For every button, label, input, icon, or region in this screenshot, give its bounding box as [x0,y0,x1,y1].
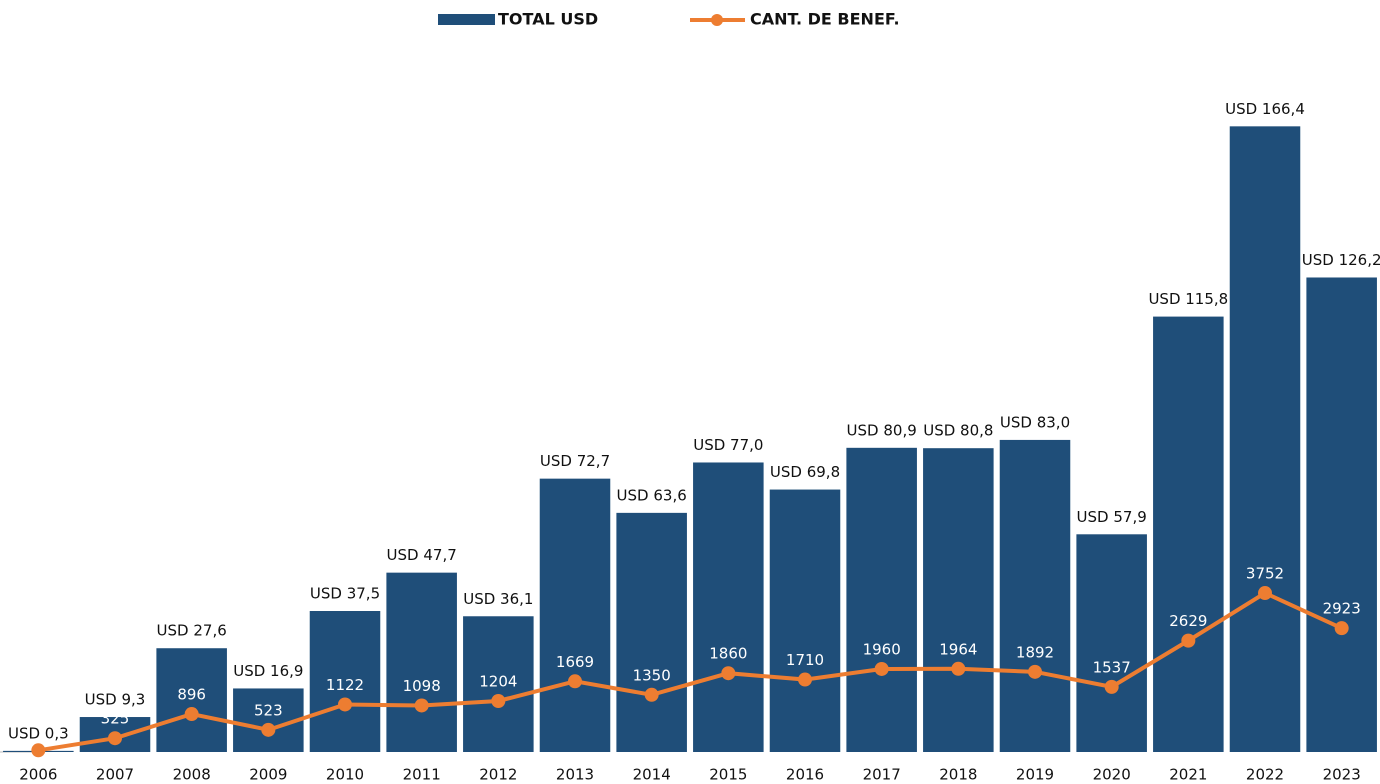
bar-value-label: USD 37,5 [310,585,380,603]
bar-value-label: USD 126,2 [1302,251,1380,269]
line [38,590,1343,753]
line-value-label: 1860 [709,645,747,663]
x-tick-label: 2018 [939,766,977,784]
bar [1229,126,1301,752]
bar [309,611,381,752]
line-point [491,693,506,708]
bar-value-label: USD 69,8 [770,463,840,481]
bar-value-label: USD 83,0 [1000,413,1070,431]
line-value-label: 2923 [1323,600,1361,618]
bar [769,489,841,752]
x-tick-label: 2006 [19,766,57,784]
line-value-label: 1964 [939,640,977,658]
legend-label: CANT. DE BENEF. [750,10,900,29]
x-tick-label: 2008 [173,766,211,784]
x-tick-label: 2023 [1323,766,1361,784]
line-value-label: 325 [101,710,130,728]
line-value-label: 1960 [863,640,901,658]
line-point [261,722,276,737]
line-point [338,697,352,712]
line-point [1028,664,1042,679]
x-tick-label: 2012 [479,766,517,784]
line-point [108,731,122,746]
legend-label: TOTAL USD [498,10,598,29]
bar-value-label: USD 80,8 [923,422,993,440]
bar [616,512,687,752]
bar-value-label: USD 115,8 [1148,290,1228,308]
line-value-label: 2629 [1169,612,1207,630]
x-tick-label: 2019 [1016,766,1054,784]
line-value-label: 1350 [633,666,671,684]
line-value-label: 1098 [403,677,441,695]
bar [846,447,917,752]
x-tick-label: 2011 [403,766,441,784]
bar [923,448,994,752]
x-tick-label: 2016 [786,766,824,784]
bar [386,572,457,752]
bar-value-label: USD 27,6 [157,622,227,640]
line-point [1258,586,1272,601]
line-value-label: 1537 [1093,658,1131,676]
x-tick-label: 2021 [1169,766,1207,784]
bar [1153,316,1224,752]
bar [1076,534,1147,752]
line-point [874,661,889,676]
bar [999,439,1071,752]
x-tick-label: 2022 [1246,766,1284,784]
line-point [31,743,46,758]
x-tick-label: 2010 [326,766,364,784]
line-point [414,698,429,713]
x-tick-label: 2014 [633,766,671,784]
line-point [644,687,659,702]
line-point [798,672,812,687]
line-value-label: 1204 [479,672,517,690]
line-point [951,661,966,676]
line-value-label: 896 [177,686,206,704]
line-value-label: 1122 [326,676,364,694]
line-point [184,707,199,722]
line-value-label: 1710 [786,651,824,669]
x-tick-label: 2017 [863,766,901,784]
bar [1306,277,1377,752]
bar-value-label: USD 47,7 [387,546,457,564]
bar-value-label: USD 72,7 [540,452,610,470]
x-tick-label: 2007 [96,766,134,784]
bar-value-label: USD 9,3 [85,691,146,709]
legend-swatch [711,14,723,26]
line-value-label: 3752 [1246,565,1284,583]
line-point [1181,633,1196,648]
line-point [1334,621,1349,636]
bar [539,478,611,752]
bar-value-label: USD 16,9 [233,662,303,680]
bar-value-label: USD 36,1 [463,590,533,608]
bar [156,648,227,752]
x-tick-label: 2015 [709,766,747,784]
bar-value-label: USD 77,0 [693,436,763,454]
bar-value-label: USD 80,9 [847,421,917,439]
bar [693,462,764,752]
line-value-label: 1669 [556,653,594,671]
line-point [721,666,736,681]
bar-value-label: USD 166,4 [1225,100,1305,118]
line-value-label: 1892 [1016,643,1054,661]
line-value-label: 523 [254,701,283,719]
x-tick-label: 2009 [249,766,287,784]
bar [463,616,534,752]
bar-value-label: USD 63,6 [617,486,687,504]
x-tick-label: 2013 [556,766,594,784]
legend-swatch [438,14,495,25]
bar-value-label: USD 0,3 [8,724,69,742]
line-point [1104,679,1119,694]
x-tick-label: 2020 [1093,766,1131,784]
bar-value-label: USD 57,9 [1077,508,1147,526]
line-point [568,674,582,689]
